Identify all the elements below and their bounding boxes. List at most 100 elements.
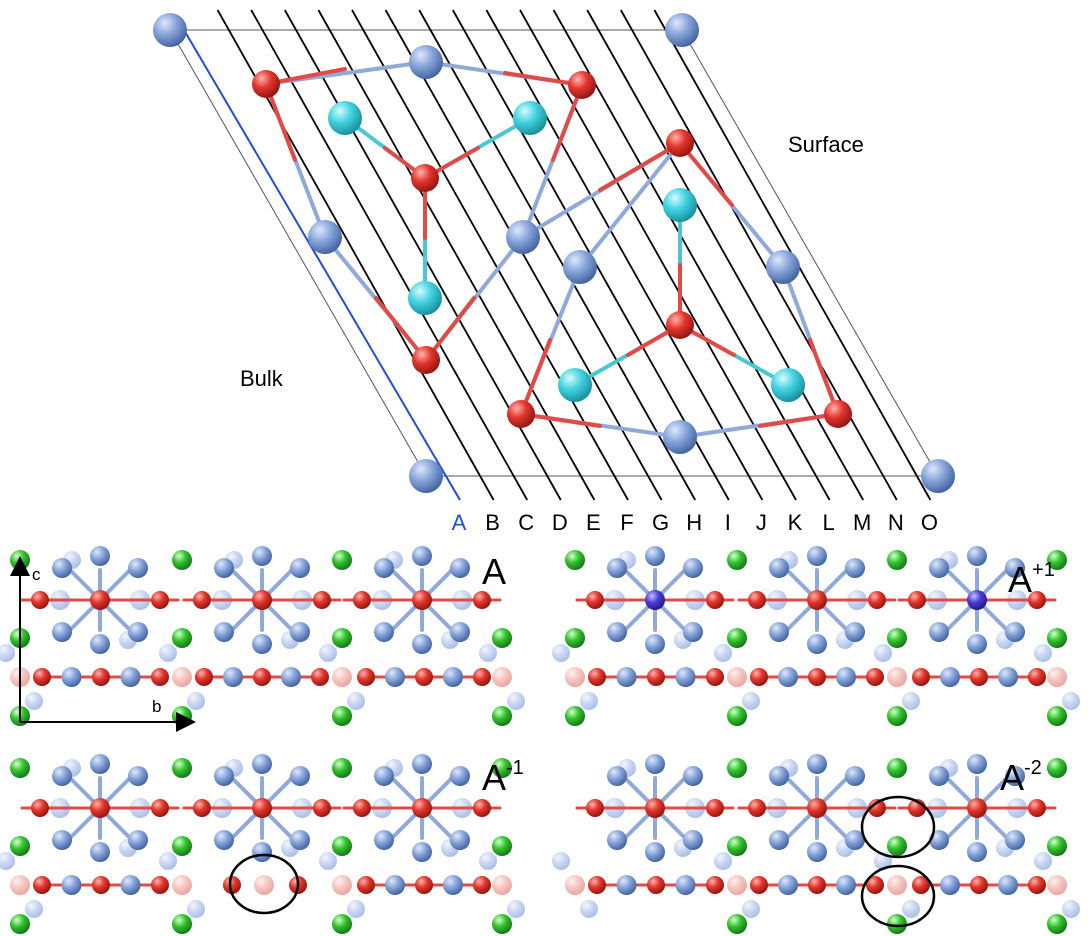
atom bbox=[193, 799, 211, 817]
atom bbox=[836, 667, 856, 687]
atom bbox=[90, 634, 110, 654]
bulk-label: Bulk bbox=[240, 366, 284, 391]
atom bbox=[492, 628, 512, 648]
axes-indicator: c b bbox=[10, 556, 196, 732]
panel-title-A: A bbox=[482, 551, 506, 592]
panel-A bbox=[0, 546, 525, 726]
atom bbox=[52, 830, 72, 850]
atom bbox=[492, 706, 512, 726]
atom bbox=[1047, 550, 1067, 570]
atom bbox=[443, 667, 463, 687]
atom bbox=[90, 798, 110, 818]
atom bbox=[586, 799, 604, 817]
atom bbox=[967, 546, 987, 566]
atom bbox=[807, 798, 827, 818]
atom bbox=[580, 900, 598, 918]
atom bbox=[769, 766, 789, 786]
atom bbox=[998, 667, 1018, 687]
atom bbox=[1047, 914, 1067, 934]
plane-letter: B bbox=[485, 510, 500, 535]
plane-letter: F bbox=[620, 510, 633, 535]
atom bbox=[866, 876, 884, 894]
atom bbox=[374, 830, 394, 850]
atom bbox=[193, 591, 211, 609]
atom bbox=[252, 754, 272, 774]
atom bbox=[565, 667, 585, 687]
atom bbox=[412, 842, 432, 862]
atom bbox=[998, 875, 1018, 895]
atom bbox=[311, 668, 329, 686]
atom bbox=[0, 644, 15, 662]
atom bbox=[727, 706, 747, 726]
atom bbox=[450, 766, 470, 786]
atom bbox=[645, 546, 665, 566]
atom bbox=[374, 622, 394, 642]
atom bbox=[1034, 852, 1052, 870]
atom bbox=[836, 875, 856, 895]
atom bbox=[565, 875, 585, 895]
atom bbox=[507, 692, 525, 710]
atom bbox=[887, 914, 907, 934]
atom bbox=[450, 558, 470, 578]
atom bbox=[332, 758, 352, 778]
atom bbox=[586, 591, 604, 609]
atom bbox=[0, 852, 15, 870]
plane-line bbox=[250, 9, 528, 501]
plane-letter: I bbox=[725, 510, 731, 535]
plane-letter: G bbox=[652, 510, 669, 535]
atom bbox=[970, 668, 988, 686]
atom bbox=[645, 798, 665, 818]
unit-cell-outline bbox=[169, 29, 939, 477]
atom bbox=[159, 644, 177, 662]
atom bbox=[616, 875, 637, 895]
atom bbox=[769, 622, 789, 642]
atom bbox=[172, 628, 192, 648]
atom bbox=[845, 558, 865, 578]
atom bbox=[967, 842, 987, 862]
plane-letter: L bbox=[822, 510, 834, 535]
vacancy-circle bbox=[860, 795, 936, 859]
atom bbox=[172, 836, 192, 856]
atom bbox=[645, 754, 665, 774]
atom bbox=[1047, 667, 1067, 687]
atom bbox=[845, 622, 865, 642]
atom bbox=[748, 591, 766, 609]
atom bbox=[845, 830, 865, 850]
atom bbox=[706, 591, 724, 609]
atom bbox=[874, 644, 892, 662]
atom bbox=[223, 876, 241, 894]
atom bbox=[967, 754, 987, 774]
atom bbox=[552, 852, 570, 870]
atom bbox=[887, 758, 907, 778]
atom bbox=[940, 875, 960, 895]
atom bbox=[172, 550, 192, 570]
vacancy-circle bbox=[228, 853, 300, 915]
atom bbox=[902, 900, 920, 918]
atom bbox=[332, 914, 352, 934]
atom bbox=[172, 914, 192, 934]
atom bbox=[353, 799, 371, 817]
plane-line bbox=[384, 9, 663, 501]
atom bbox=[252, 546, 272, 566]
plane-letter: M bbox=[853, 510, 871, 535]
atom bbox=[290, 766, 310, 786]
atom bbox=[492, 875, 512, 895]
atom bbox=[385, 875, 405, 895]
atom bbox=[742, 900, 760, 918]
atom bbox=[479, 852, 497, 870]
atom bbox=[214, 558, 234, 578]
atom bbox=[1028, 668, 1046, 686]
atom bbox=[1034, 644, 1052, 662]
atoms bbox=[153, 13, 955, 493]
atom bbox=[845, 766, 865, 786]
atom bbox=[492, 914, 512, 934]
atom bbox=[727, 550, 747, 570]
plane-letter: A bbox=[452, 510, 467, 535]
atom bbox=[727, 914, 747, 934]
atom bbox=[908, 591, 926, 609]
vacancy-circle bbox=[860, 864, 936, 928]
atom bbox=[52, 622, 72, 642]
atom bbox=[33, 668, 51, 686]
atom bbox=[128, 766, 148, 786]
